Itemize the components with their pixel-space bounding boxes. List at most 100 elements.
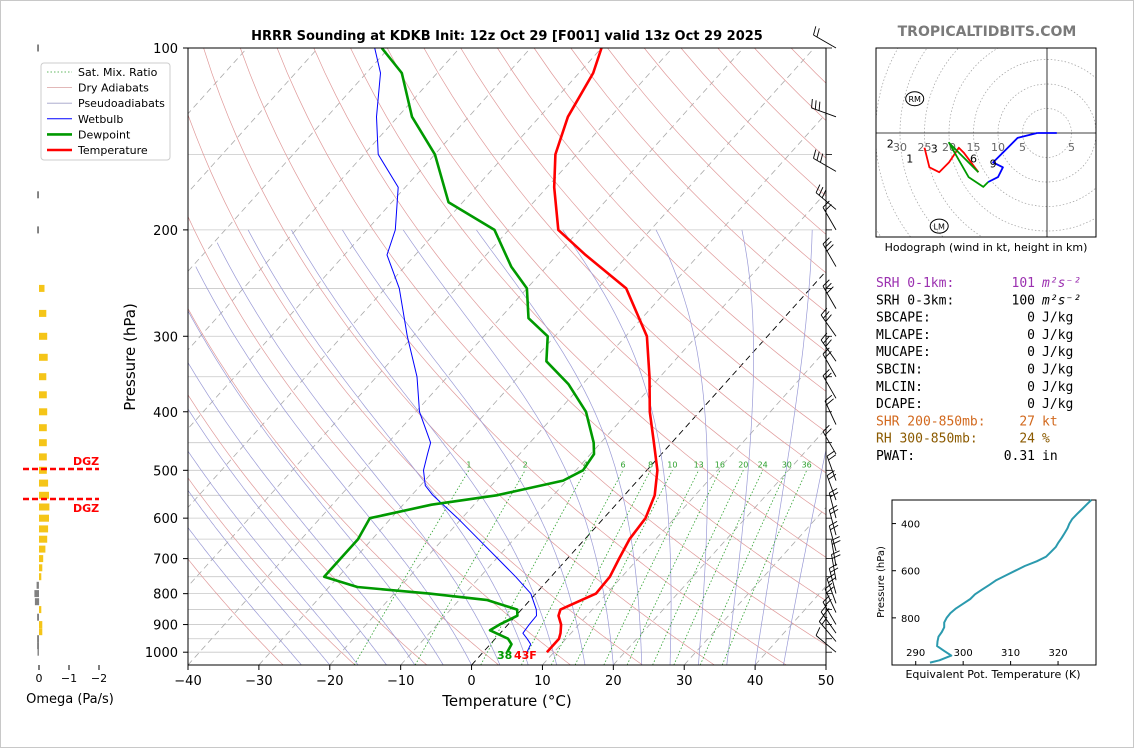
x-tick-label: −10 [387, 674, 414, 689]
index-name: SBCIN: [876, 363, 923, 378]
hodograph-ring-label: 30 [893, 141, 907, 154]
omega-bar [39, 606, 41, 613]
hodograph-ring-label: 5 [1068, 141, 1075, 154]
legend-label: Wetbulb [78, 113, 123, 126]
y-tick-label: 1000 [145, 646, 178, 661]
hodograph-height-label: 3 [931, 143, 938, 156]
index-unit: m²s⁻² [1041, 293, 1081, 308]
index-value: 0 [1027, 380, 1035, 395]
index-name: MUCAPE: [876, 345, 931, 360]
omega-bar [37, 582, 39, 589]
index-unit: J/kg [1042, 380, 1073, 395]
y-tick-label: 800 [153, 588, 178, 603]
index-value: 101 [1012, 276, 1035, 291]
y-tick-label: 100 [153, 42, 178, 57]
omega-bar [37, 614, 39, 621]
theta-e-y-tick-label: 800 [901, 614, 920, 625]
x-tick-label: −40 [174, 674, 201, 689]
index-name: SRH 0-1km: [876, 276, 954, 291]
index-value: 0.31 [1004, 449, 1035, 464]
omega-bar [39, 564, 42, 571]
omega-bar [39, 310, 46, 317]
y-tick-label: 400 [153, 406, 178, 421]
dgz-bottom-label: DGZ [73, 502, 99, 515]
theta-e-x-tick-label: 300 [954, 648, 973, 659]
omega-bar [39, 285, 45, 292]
x-tick-label: −30 [245, 674, 272, 689]
x-tick-label: −20 [316, 674, 343, 689]
mixing-ratio-label: 20 [738, 460, 748, 469]
omega-bar [38, 649, 39, 656]
index-value: 0 [1027, 328, 1035, 343]
theta-e-x-tick-label: 320 [1048, 648, 1067, 659]
rm-label: RM [908, 95, 921, 104]
mixing-ratio-label: 10 [667, 460, 677, 469]
omega-bar [39, 515, 49, 522]
index-unit: J/kg [1042, 328, 1073, 343]
x-tick-label: 20 [605, 674, 622, 689]
omega-bar [39, 408, 47, 415]
omega-bar [34, 590, 39, 597]
index-unit: in [1042, 449, 1058, 464]
watermark-text: TROPICALTIDBITS.COM [898, 24, 1077, 40]
index-name: SRH 0-3km: [876, 293, 954, 308]
omega-bar [39, 480, 48, 487]
index-name: SBCAPE: [876, 311, 931, 326]
y-tick-label: 700 [153, 553, 178, 568]
index-name: MLCAPE: [876, 328, 931, 343]
omega-bar [37, 635, 39, 642]
index-value: 0 [1027, 311, 1035, 326]
hodograph-height-label: 2 [887, 138, 894, 151]
legend-label: Temperature [77, 144, 148, 157]
index-unit: % [1042, 432, 1050, 447]
index-value: 27 [1019, 414, 1035, 429]
omega-bar [39, 525, 48, 532]
mixing-ratio-label: 16 [715, 460, 725, 469]
index-value: 24 [1019, 432, 1035, 447]
y-tick-label: 300 [153, 330, 178, 345]
index-value: 0 [1027, 397, 1035, 412]
index-name: RH 300-850mb: [876, 432, 978, 447]
hodograph-ring-label: 5 [1019, 141, 1026, 154]
omega-x-tick-label: −1 [61, 672, 77, 685]
omega-bar [39, 424, 47, 431]
y-tick-label: 600 [153, 512, 178, 527]
surface-temperature-label: 43F [514, 649, 537, 662]
surface-dewpoint-label: 38 [497, 649, 512, 662]
omega-x-tick-label: 0 [36, 672, 43, 685]
mixing-ratio-label: 1 [466, 460, 471, 469]
hodograph-height-label: 9 [990, 157, 997, 170]
index-name: DCAPE: [876, 397, 923, 412]
y-tick-label: 500 [153, 464, 178, 479]
index-unit: J/kg [1042, 345, 1073, 360]
hodograph-ring-label: 25 [918, 141, 932, 154]
lm-label: LM [934, 223, 945, 232]
hodograph-height-label: 6 [970, 152, 977, 165]
x-tick-label: 0 [467, 674, 475, 689]
figure-title: HRRR Sounding at KDKB Init: 12z Oct 29 [… [251, 29, 763, 44]
omega-bar [39, 555, 43, 562]
x-tick-label: 40 [747, 674, 764, 689]
mixing-ratio-label: 13 [694, 460, 704, 469]
theta-e-ylabel: Pressure (hPa) [876, 546, 887, 618]
omega-bar [39, 333, 47, 340]
omega-xlabel: Omega (Pa/s) [26, 692, 114, 707]
omega-bar [39, 504, 49, 511]
omega-bar [37, 226, 39, 233]
omega-x-tick-label: −2 [91, 672, 107, 685]
omega-bar [39, 391, 47, 398]
omega-bar [39, 536, 47, 543]
y-tick-label: 900 [153, 619, 178, 634]
x-tick-label: 10 [534, 674, 551, 689]
omega-bar [39, 628, 42, 635]
index-name: PWAT: [876, 449, 915, 464]
x-tick-label: 50 [818, 674, 835, 689]
dgz-top-label: DGZ [73, 455, 99, 468]
index-unit: kt [1042, 414, 1058, 429]
mixing-ratio-label: 36 [802, 460, 812, 469]
hodograph-caption: Hodograph (wind in kt, height in km) [885, 241, 1088, 254]
x-tick-label: 30 [676, 674, 693, 689]
index-name: MLCIN: [876, 380, 923, 395]
omega-bar [39, 621, 42, 628]
